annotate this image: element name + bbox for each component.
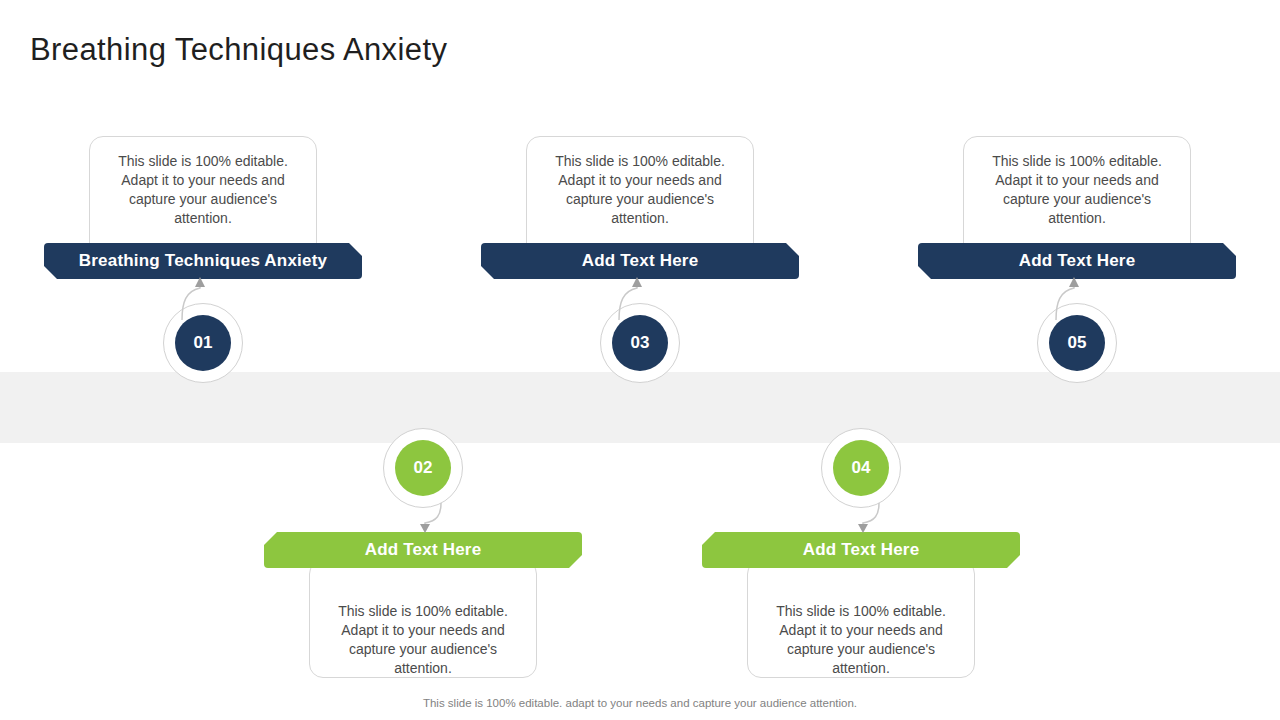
step-05-callout-text: This slide is 100% editable. Adapt it to… [964,152,1190,228]
step-03-callout[interactable]: This slide is 100% editable. Adapt it to… [526,136,754,258]
step-02-number-badge: 02 [395,440,451,496]
arrow-up-icon [615,276,645,320]
step-05-number: 05 [1068,333,1087,353]
step-03-number: 03 [631,333,650,353]
arrow-down-icon [417,503,447,534]
step-05-banner-label: Add Text Here [1019,251,1136,271]
step-02-banner[interactable]: Add Text Here [264,532,582,568]
step-04-callout[interactable]: This slide is 100% editable. Adapt it to… [747,560,975,678]
arrow-down-icon [855,503,885,534]
step-04-banner[interactable]: Add Text Here [702,532,1020,568]
step-03-banner[interactable]: Add Text Here [481,243,799,279]
step-01-banner[interactable]: Breathing Techniques Anxiety [44,243,362,279]
step-04-number-badge: 04 [833,440,889,496]
step-02-banner-label: Add Text Here [365,540,482,560]
step-04-circle[interactable]: 04 [821,428,901,508]
step-01-banner-label: Breathing Techniques Anxiety [79,251,327,271]
step-04-banner-label: Add Text Here [803,540,920,560]
arrow-up-icon [1052,276,1082,320]
step-05-banner[interactable]: Add Text Here [918,243,1236,279]
step-03-callout-text: This slide is 100% editable. Adapt it to… [527,152,753,228]
step-02-callout[interactable]: This slide is 100% editable. Adapt it to… [309,560,537,678]
step-02-callout-text: This slide is 100% editable. Adapt it to… [310,602,536,678]
step-01-number: 01 [194,333,213,353]
step-02-circle[interactable]: 02 [383,428,463,508]
step-03-number-badge: 03 [612,315,668,371]
step-05-number-badge: 05 [1049,315,1105,371]
step-05-callout[interactable]: This slide is 100% editable. Adapt it to… [963,136,1191,258]
arrow-up-icon [178,276,208,320]
step-04-callout-text: This slide is 100% editable. Adapt it to… [748,602,974,678]
step-01-number-badge: 01 [175,315,231,371]
slide-canvas: Breathing Techniques Anxiety This slide … [0,0,1280,720]
step-01-callout-text: This slide is 100% editable. Adapt it to… [90,152,316,228]
step-03-banner-label: Add Text Here [582,251,699,271]
slide-title[interactable]: Breathing Techniques Anxiety [30,32,447,68]
step-02-number: 02 [414,458,433,478]
step-01-callout[interactable]: This slide is 100% editable. Adapt it to… [89,136,317,258]
step-04-number: 04 [852,458,871,478]
footer-note[interactable]: This slide is 100% editable. adapt to yo… [0,697,1280,709]
